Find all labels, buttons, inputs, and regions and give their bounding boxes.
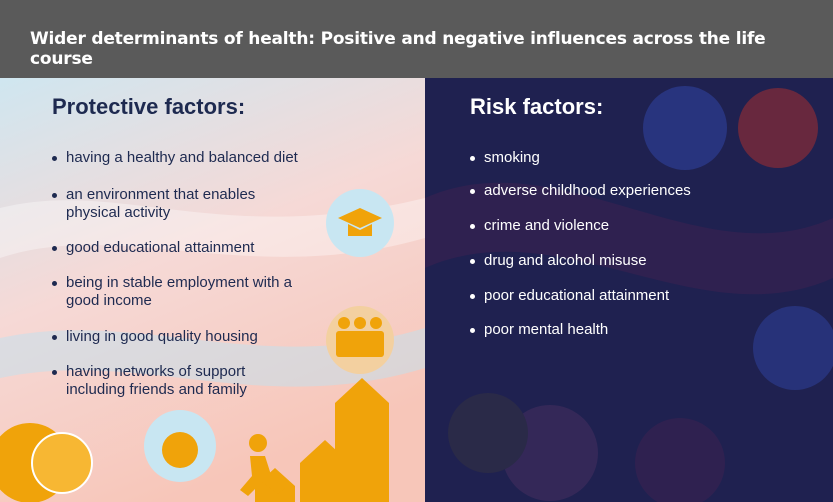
icon-drugs	[635, 418, 725, 502]
item-line: poor educational attainment	[484, 287, 670, 304]
item-line: smoking	[484, 149, 540, 166]
icon-coin	[31, 432, 93, 494]
list-item: having networks of support including frie…	[52, 363, 247, 399]
list-item: smoking	[470, 149, 540, 167]
item-line: physical activity	[66, 204, 171, 221]
icon-people	[336, 317, 384, 357]
item-line: living in good quality housing	[66, 328, 258, 345]
wave	[0, 328, 425, 387]
list-item: being in stable employment with a good in…	[52, 274, 292, 310]
list-item: crime and violence	[470, 217, 609, 235]
list-item: an environment that enables physical acti…	[52, 186, 255, 222]
protective-heading: Protective factors:	[52, 94, 246, 119]
list-item: drug and alcohol misuse	[470, 252, 647, 270]
item-line: poor mental health	[484, 321, 609, 338]
icon-runner	[249, 434, 267, 452]
icon-runner-body	[240, 456, 285, 496]
item-line: crime and violence	[484, 217, 610, 234]
item-line: an environment that enables	[66, 186, 256, 203]
risk-heading: Risk factors:	[470, 94, 604, 119]
list-item: having a healthy and balanced diet	[52, 149, 298, 167]
list-item: good educational attainment	[52, 239, 254, 257]
wave	[425, 182, 833, 295]
item-line: having a healthy and balanced diet	[66, 149, 298, 166]
item-line: having networks of support	[66, 363, 246, 380]
infographic-background	[0, 78, 833, 502]
item-line: good educational attainment	[66, 239, 255, 256]
item-line: drug and alcohol misuse	[484, 252, 647, 269]
list-item: adverse childhood experiences	[470, 182, 691, 200]
title: Wider determinants of health: Positive a…	[30, 29, 766, 69]
icon-smoking	[738, 88, 818, 168]
icon-bag	[448, 393, 528, 473]
list-item: poor mental health	[470, 321, 608, 339]
list-item: living in good quality housing	[52, 328, 258, 346]
item-line: good income	[66, 292, 152, 309]
item-line: including friends and family	[66, 381, 247, 398]
item-line: adverse childhood experiences	[484, 182, 691, 199]
icon-mental-health	[753, 306, 833, 390]
header: Wider determinants of health: Positive a…	[0, 0, 833, 78]
item-line: being in stable employment with a	[66, 274, 292, 291]
icon-apple	[162, 432, 198, 468]
wave	[0, 198, 425, 258]
icon-alcohol	[643, 86, 727, 170]
icon-cap	[338, 208, 382, 236]
list-item: poor educational attainment	[470, 287, 669, 305]
